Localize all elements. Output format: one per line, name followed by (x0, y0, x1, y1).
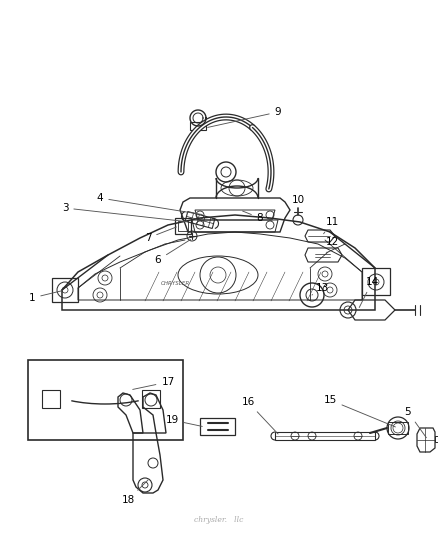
Bar (28, 360, 183, 440)
Text: 16: 16 (241, 397, 277, 434)
Text: 6: 6 (154, 239, 190, 265)
Bar (190, 122, 205, 130)
Text: 12: 12 (325, 237, 338, 253)
Bar (42, 390, 60, 408)
Text: 3: 3 (62, 203, 187, 222)
Text: 4: 4 (96, 193, 202, 215)
Text: 13: 13 (311, 283, 328, 295)
Text: chrysler.   llc: chrysler. llc (194, 516, 243, 524)
Bar (175, 218, 191, 234)
Text: 15: 15 (323, 395, 395, 427)
Text: CHRYSLER: CHRYSLER (160, 281, 189, 286)
Text: 17: 17 (132, 377, 174, 390)
Text: 7: 7 (145, 227, 176, 243)
Text: 18: 18 (121, 480, 148, 505)
Text: 8: 8 (242, 211, 263, 223)
Text: 1: 1 (28, 290, 62, 303)
Text: 5: 5 (404, 407, 425, 438)
Bar (141, 390, 159, 408)
Text: 14: 14 (358, 277, 378, 308)
Text: 11: 11 (323, 217, 338, 234)
Text: 19: 19 (165, 415, 202, 426)
Bar (177, 221, 187, 231)
Text: 9: 9 (207, 107, 281, 127)
Text: 10: 10 (291, 195, 304, 212)
